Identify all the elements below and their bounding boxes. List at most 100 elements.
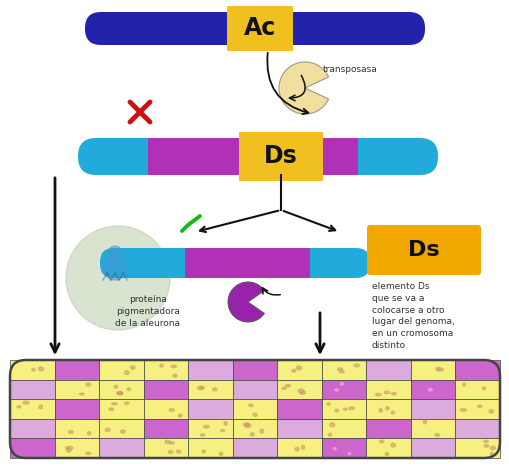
Ellipse shape	[483, 440, 488, 442]
Bar	[54, 439, 99, 458]
Ellipse shape	[87, 432, 91, 435]
Bar	[365, 399, 410, 419]
Bar	[54, 380, 99, 399]
Ellipse shape	[291, 369, 295, 372]
Ellipse shape	[384, 453, 388, 456]
Ellipse shape	[375, 393, 380, 396]
Bar	[232, 419, 277, 439]
Ellipse shape	[212, 388, 217, 391]
Ellipse shape	[339, 382, 343, 385]
Ellipse shape	[476, 405, 481, 408]
Ellipse shape	[245, 424, 250, 427]
Bar	[365, 439, 410, 458]
Ellipse shape	[281, 387, 286, 389]
Bar	[455, 380, 499, 399]
Ellipse shape	[178, 414, 182, 417]
Text: Ds: Ds	[407, 240, 439, 260]
Ellipse shape	[105, 428, 110, 432]
Bar	[185, 248, 309, 278]
Ellipse shape	[109, 408, 114, 410]
Ellipse shape	[329, 423, 334, 427]
Bar	[410, 419, 455, 439]
Ellipse shape	[296, 366, 301, 370]
Bar	[232, 439, 277, 458]
Ellipse shape	[390, 443, 394, 447]
Bar	[307, 138, 357, 175]
Bar	[455, 419, 499, 439]
Ellipse shape	[220, 430, 224, 432]
FancyBboxPatch shape	[227, 6, 293, 51]
Ellipse shape	[200, 386, 204, 389]
Bar	[321, 360, 365, 380]
Ellipse shape	[339, 370, 344, 373]
Bar	[10, 399, 54, 419]
Bar	[99, 360, 144, 380]
Ellipse shape	[460, 409, 465, 411]
Text: Ds: Ds	[264, 144, 297, 168]
Bar	[144, 419, 188, 439]
Bar	[10, 439, 54, 458]
Bar	[410, 360, 455, 380]
Ellipse shape	[298, 389, 303, 393]
Ellipse shape	[334, 389, 338, 391]
Bar	[277, 439, 321, 458]
Ellipse shape	[66, 446, 69, 449]
Ellipse shape	[379, 440, 383, 443]
Bar	[188, 360, 232, 380]
Ellipse shape	[68, 446, 73, 450]
Ellipse shape	[481, 387, 485, 390]
Bar	[188, 419, 232, 439]
Ellipse shape	[165, 440, 170, 444]
FancyBboxPatch shape	[100, 248, 369, 278]
FancyBboxPatch shape	[85, 12, 424, 45]
Ellipse shape	[301, 446, 304, 449]
Bar	[232, 360, 277, 380]
Ellipse shape	[69, 431, 73, 433]
Ellipse shape	[169, 409, 174, 411]
Wedge shape	[228, 282, 264, 322]
Ellipse shape	[23, 401, 29, 404]
Ellipse shape	[422, 420, 426, 424]
Bar	[410, 399, 455, 419]
Ellipse shape	[488, 410, 493, 413]
Ellipse shape	[125, 402, 129, 404]
Ellipse shape	[67, 449, 71, 452]
Bar	[54, 399, 99, 419]
Ellipse shape	[117, 391, 123, 395]
Ellipse shape	[328, 433, 331, 436]
Ellipse shape	[326, 403, 329, 405]
Bar	[10, 380, 54, 399]
Ellipse shape	[348, 407, 354, 410]
Ellipse shape	[285, 384, 290, 387]
Ellipse shape	[127, 388, 130, 390]
Ellipse shape	[169, 442, 174, 444]
Text: Ac: Ac	[243, 16, 275, 40]
Bar	[321, 419, 365, 439]
Text: transposasa: transposasa	[322, 65, 377, 75]
Bar	[410, 380, 455, 399]
Ellipse shape	[248, 404, 252, 407]
Ellipse shape	[250, 433, 254, 436]
Ellipse shape	[114, 385, 118, 388]
Ellipse shape	[489, 446, 495, 450]
Circle shape	[108, 246, 122, 260]
Ellipse shape	[39, 405, 42, 409]
Bar	[99, 399, 144, 419]
Ellipse shape	[490, 452, 493, 456]
Bar	[99, 380, 144, 399]
Ellipse shape	[385, 407, 388, 410]
Bar	[99, 419, 144, 439]
Ellipse shape	[483, 445, 488, 447]
FancyBboxPatch shape	[78, 138, 437, 175]
Ellipse shape	[434, 434, 439, 437]
Bar	[99, 439, 144, 458]
Ellipse shape	[159, 364, 163, 367]
Bar	[10, 419, 54, 439]
Bar	[455, 360, 499, 380]
Ellipse shape	[120, 430, 125, 433]
Bar	[232, 380, 277, 399]
Bar	[144, 380, 188, 399]
Bar	[232, 399, 277, 419]
Ellipse shape	[79, 393, 84, 395]
Ellipse shape	[334, 409, 338, 412]
